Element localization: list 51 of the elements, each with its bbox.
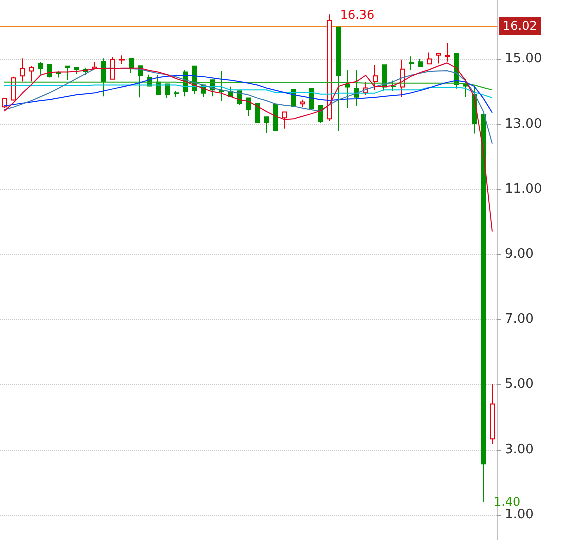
candlestick: [463, 78, 468, 98]
candlestick: [219, 70, 224, 102]
candlestick: [373, 64, 378, 91]
y-tick-label: 9.00: [505, 247, 534, 262]
y-tick-label: 3.00: [505, 442, 534, 458]
y-tick-label: 11.00: [505, 182, 542, 197]
candlestick: [74, 68, 79, 76]
line-series: [4, 62, 493, 232]
candlestick: [2, 98, 7, 109]
candlestick: [354, 69, 359, 107]
line-series: [4, 75, 493, 114]
candlestick: [409, 56, 414, 70]
y-tick-label: 1.00: [505, 507, 534, 522]
candlestick: [418, 58, 423, 68]
candlestick: [47, 64, 52, 78]
candlestick: [119, 55, 125, 65]
line-series: [4, 68, 493, 144]
candlestick: [490, 384, 495, 445]
candlestick: [336, 26, 341, 132]
y-tick-label: 5.00: [505, 377, 534, 392]
y-tick-label: 15.00: [505, 52, 542, 67]
candlestick: [129, 58, 134, 74]
line-series: [4, 82, 493, 91]
y-tick-label: 7.00: [505, 312, 534, 328]
candlestick: [246, 98, 251, 118]
candlestick: [427, 52, 432, 65]
candlestick: [445, 42, 450, 62]
candlestick: [11, 76, 16, 102]
annotation: 1.40: [494, 494, 521, 509]
line-series: [4, 84, 493, 98]
candlestick: [264, 116, 269, 134]
candlestick: [174, 90, 179, 98]
candlestick: [110, 56, 115, 80]
candlestick: [38, 62, 43, 76]
candlestick: [165, 84, 170, 99]
candlestick: [309, 88, 314, 110]
candlestick: [65, 66, 70, 81]
candlestick: [20, 58, 25, 82]
ref-line-label: 16.02: [503, 19, 538, 34]
candlestick: [101, 58, 106, 98]
candlestick: [300, 99, 305, 108]
candlestick: [273, 104, 278, 132]
candlestick: [318, 105, 323, 124]
candlestick: [345, 69, 350, 109]
annotation: 16.36: [340, 8, 375, 22]
candlestick: [282, 112, 287, 130]
candlestick: [29, 66, 34, 82]
candlestick: [391, 80, 396, 92]
candlestick: [255, 103, 260, 124]
candlestick: [436, 54, 441, 64]
y-tick-label: 13.00: [505, 116, 542, 132]
